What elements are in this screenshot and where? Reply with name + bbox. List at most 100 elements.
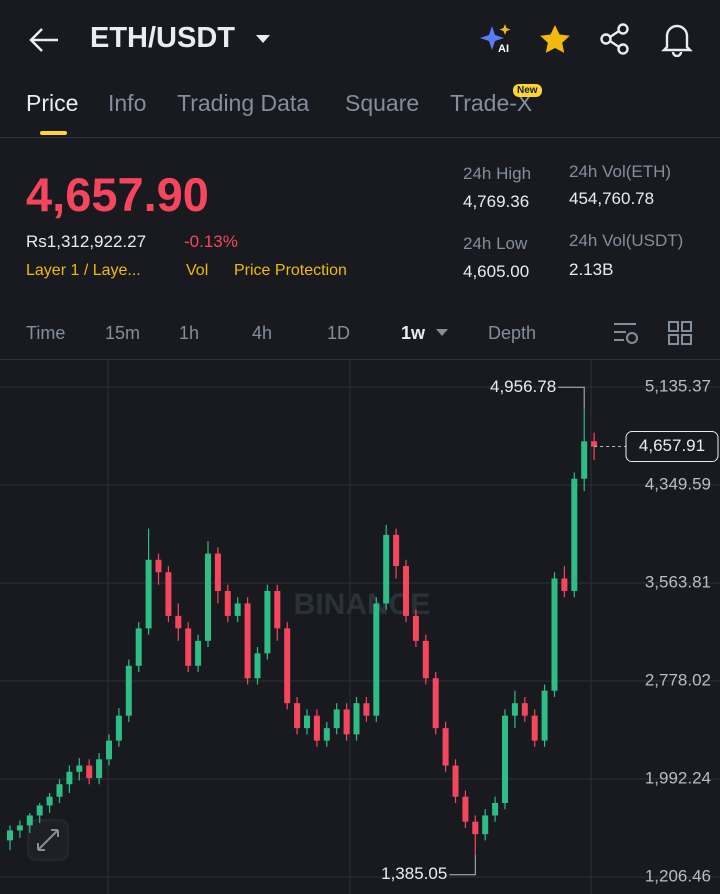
stat-value: 4,769.36 xyxy=(463,192,530,211)
candle-body xyxy=(422,640,429,679)
candle-body xyxy=(145,559,152,629)
indicator-settings[interactable] xyxy=(612,320,640,346)
candle-body xyxy=(472,821,479,835)
annotation-label: 4,956.78 xyxy=(490,377,556,396)
candle-body xyxy=(244,603,251,679)
candle-body xyxy=(492,802,499,816)
stat-value: 454,760.78 xyxy=(569,189,655,208)
interval[interactable]: 15m xyxy=(105,323,141,343)
vertical-grid xyxy=(107,360,592,894)
stat-value: 4,605.00 xyxy=(463,262,530,281)
candle-body xyxy=(393,534,400,567)
candle-body xyxy=(294,703,301,729)
y-tick-label: 5,135.37 xyxy=(645,376,711,395)
interval[interactable]: 1D xyxy=(327,323,351,343)
annotation-leader xyxy=(449,854,476,876)
tab[interactable]: Trading Data xyxy=(177,90,310,116)
candle-body xyxy=(96,759,103,779)
candle-body xyxy=(214,553,221,591)
tab[interactable]: Info xyxy=(108,90,147,116)
candle-body xyxy=(26,815,33,826)
candle-body xyxy=(383,534,390,604)
interval[interactable]: Depth xyxy=(488,323,537,343)
candle-body xyxy=(155,559,162,573)
ai-button[interactable]: AI xyxy=(478,22,514,56)
candle-body xyxy=(353,703,360,735)
last-price-label: 4,657.91 xyxy=(639,436,705,455)
candle-body xyxy=(304,715,310,729)
pair-dropdown[interactable] xyxy=(255,33,271,45)
stat-label: 24h High xyxy=(463,164,532,183)
candle-body xyxy=(403,566,409,616)
alert-button[interactable] xyxy=(660,21,694,57)
candle-body xyxy=(442,728,449,766)
candle-body xyxy=(56,784,63,797)
watermark: BINANCE xyxy=(294,588,431,621)
candle-body xyxy=(224,590,231,616)
annotation-label: 1,385.05 xyxy=(381,864,447,883)
candle-body xyxy=(323,728,330,741)
pair-title[interactable]: ETH/USDT xyxy=(90,22,235,54)
fiat-price: Rs1,312,922.27 xyxy=(26,232,147,251)
candle-body xyxy=(502,715,508,803)
candle-body xyxy=(46,796,53,806)
stat-value: 2.13B xyxy=(569,260,614,279)
candle-body xyxy=(115,715,122,741)
tab[interactable]: Price xyxy=(26,90,79,116)
stat-label: 24h Vol(USDT) xyxy=(569,231,684,250)
candle-body xyxy=(541,690,548,741)
stat-label: 24h Low xyxy=(463,234,528,253)
candle-body xyxy=(125,665,132,716)
candle-body xyxy=(36,805,43,816)
candle-body xyxy=(531,715,538,741)
price-change: -0.13% xyxy=(184,232,238,251)
tag[interactable]: Vol xyxy=(186,262,209,279)
tab-indicator xyxy=(40,131,67,135)
tag[interactable]: Layer 1 / Laye... xyxy=(26,262,141,279)
divider xyxy=(0,359,720,360)
stat-label: 24h Vol(ETH) xyxy=(569,162,672,181)
candle-body xyxy=(175,615,182,629)
candle-body xyxy=(185,628,192,666)
candle-body xyxy=(521,703,528,716)
interval[interactable]: 1h xyxy=(179,323,200,343)
share-button[interactable] xyxy=(598,22,632,56)
candle-body xyxy=(482,815,489,835)
candle-body xyxy=(452,765,459,797)
candle-body xyxy=(16,825,23,831)
candle-body xyxy=(591,441,598,447)
candle-body xyxy=(264,590,271,654)
candle-body xyxy=(135,628,142,666)
candle-body xyxy=(333,709,340,729)
candle-body xyxy=(462,796,469,822)
svg-text:AI: AI xyxy=(498,43,509,55)
candle-body xyxy=(234,603,241,616)
y-tick-label: 2,778.02 xyxy=(645,670,711,689)
candle-body xyxy=(7,830,13,841)
candle-body xyxy=(313,715,320,741)
candle-body xyxy=(363,703,370,716)
candle-body xyxy=(511,703,518,716)
layout-button[interactable] xyxy=(668,321,692,345)
last-price-box xyxy=(625,431,719,463)
y-tick-label: 1,206.46 xyxy=(645,866,711,885)
tag[interactable]: Price Protection xyxy=(234,262,347,279)
y-tick-label: 1,992.24 xyxy=(645,768,711,787)
candle-body xyxy=(284,628,291,704)
interval[interactable]: Time xyxy=(26,323,66,343)
new-badge: New xyxy=(513,84,542,97)
last-price: 4,657.90 xyxy=(26,168,209,221)
candle-body xyxy=(551,578,558,691)
candle-body xyxy=(66,771,73,785)
y-tick-label: 3,563.81 xyxy=(645,572,711,591)
candle-body xyxy=(373,603,380,716)
interval[interactable]: 4h xyxy=(252,323,273,343)
candle-body xyxy=(254,653,261,679)
interval[interactable]: 1w xyxy=(401,323,426,343)
tab[interactable]: Square xyxy=(345,90,420,116)
interval-dropdown[interactable] xyxy=(435,328,449,338)
favorite-button[interactable] xyxy=(538,23,572,55)
back-button[interactable] xyxy=(28,26,60,54)
candle-body xyxy=(432,678,439,729)
